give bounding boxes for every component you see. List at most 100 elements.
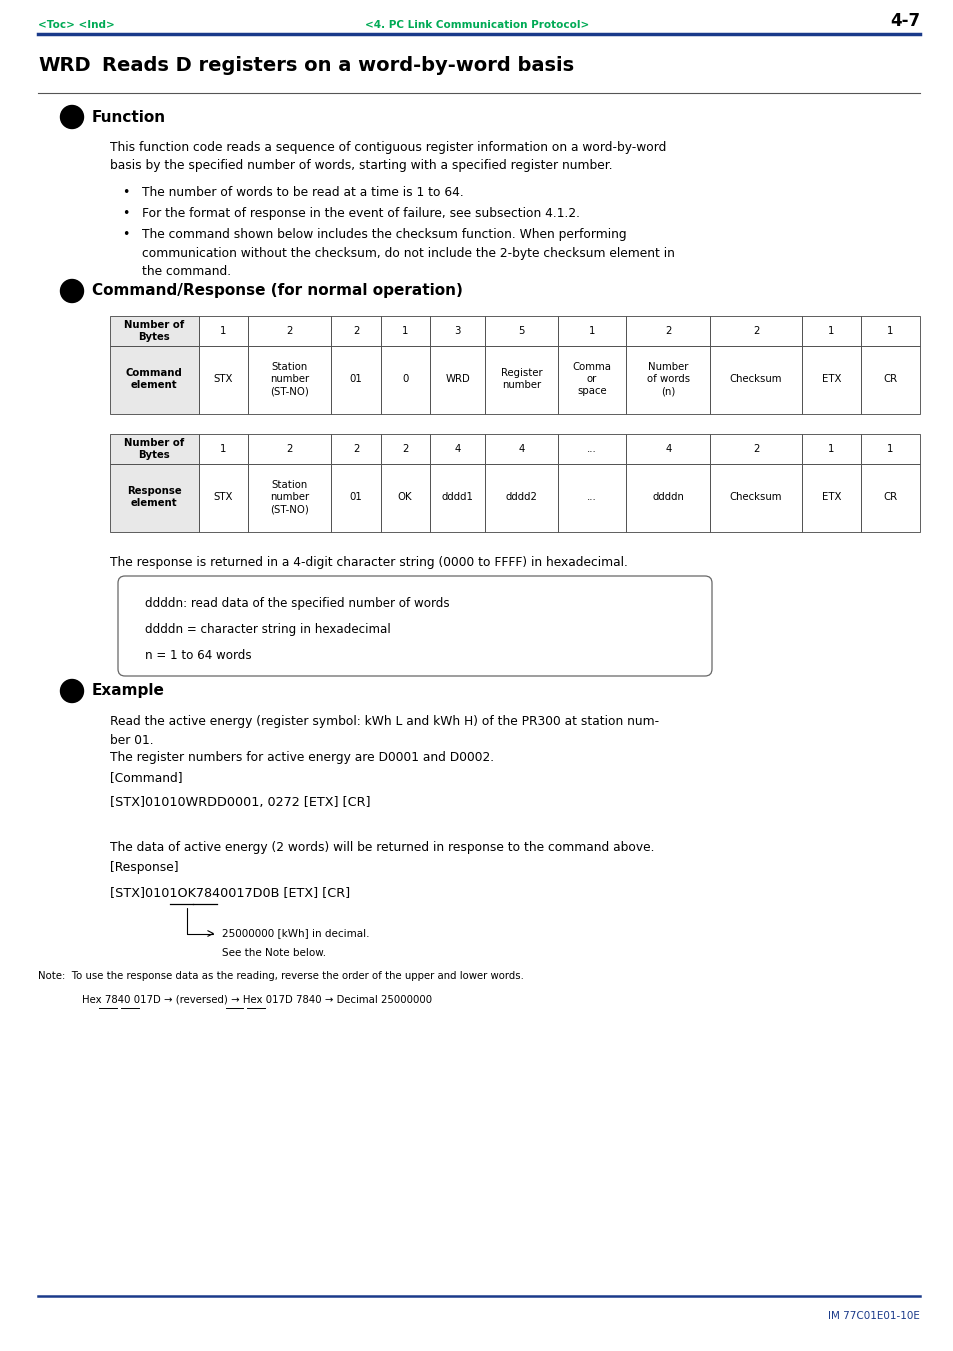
Text: 2: 2	[353, 443, 358, 454]
Bar	[801, 316, 860, 346]
Bar	[429, 346, 485, 413]
Text: WRD: WRD	[445, 374, 470, 385]
Bar	[198, 434, 248, 463]
Circle shape	[60, 280, 84, 303]
Text: Number of
Bytes: Number of Bytes	[124, 438, 184, 459]
Bar	[248, 434, 331, 463]
Bar	[380, 463, 429, 531]
Text: For the format of response in the event of failure, see subsection 4.1.2.: For the format of response in the event …	[142, 207, 579, 220]
Text: 4: 4	[664, 443, 671, 454]
Bar	[558, 463, 626, 531]
Bar	[709, 346, 801, 413]
Text: •: •	[122, 207, 130, 220]
Bar	[558, 346, 626, 413]
Text: 2: 2	[752, 443, 759, 454]
Text: This function code reads a sequence of contiguous register information on a word: This function code reads a sequence of c…	[110, 141, 666, 173]
Text: The command shown below includes the checksum function. When performing
communic: The command shown below includes the che…	[142, 228, 674, 278]
Circle shape	[60, 105, 84, 128]
Text: 2: 2	[286, 326, 293, 336]
Text: WRD: WRD	[38, 55, 91, 76]
Bar	[860, 463, 919, 531]
Bar	[198, 346, 248, 413]
Text: 4: 4	[517, 443, 524, 454]
Bar	[860, 316, 919, 346]
Text: 1: 1	[220, 326, 226, 336]
Circle shape	[60, 680, 84, 703]
Text: ddddn: ddddn	[652, 493, 683, 503]
Text: [Response]: [Response]	[110, 861, 178, 874]
Bar	[429, 434, 485, 463]
Text: 4: 4	[454, 443, 460, 454]
Bar	[331, 316, 380, 346]
Text: Example: Example	[91, 684, 165, 698]
Text: Note:  To use the response data as the reading, reverse the order of the upper a: Note: To use the response data as the re…	[38, 971, 523, 981]
Bar	[485, 434, 558, 463]
Text: 1: 1	[588, 326, 595, 336]
Bar	[626, 316, 709, 346]
Text: 2: 2	[401, 443, 408, 454]
Bar	[380, 434, 429, 463]
Bar	[709, 434, 801, 463]
Bar	[110, 434, 198, 463]
Bar	[198, 316, 248, 346]
Text: Checksum: Checksum	[729, 493, 781, 503]
Bar	[110, 463, 198, 531]
Text: 1: 1	[827, 443, 834, 454]
Text: Reads D registers on a word-by-word basis: Reads D registers on a word-by-word basi…	[102, 55, 574, 76]
Text: Response
element: Response element	[127, 486, 181, 508]
Text: 01: 01	[349, 374, 362, 385]
Bar	[110, 316, 198, 346]
FancyBboxPatch shape	[118, 576, 711, 676]
Text: ...: ...	[587, 443, 597, 454]
Text: 1: 1	[827, 326, 834, 336]
Text: Command/Response (for normal operation): Command/Response (for normal operation)	[91, 284, 462, 299]
Bar	[110, 346, 198, 413]
Text: 1: 1	[401, 326, 408, 336]
Bar	[626, 346, 709, 413]
Text: 2: 2	[353, 326, 358, 336]
Text: 2: 2	[664, 326, 671, 336]
Text: The register numbers for active energy are D0001 and D0002.: The register numbers for active energy a…	[110, 751, 494, 765]
Bar	[485, 316, 558, 346]
Text: The response is returned in a 4-digit character string (0000 to FFFF) in hexadec: The response is returned in a 4-digit ch…	[110, 557, 627, 569]
Bar	[860, 434, 919, 463]
Bar	[801, 434, 860, 463]
Text: 1: 1	[220, 443, 226, 454]
Text: ddddn: read data of the specified number of words: ddddn: read data of the specified number…	[145, 597, 449, 611]
Bar	[485, 346, 558, 413]
Text: 01: 01	[349, 493, 362, 503]
Text: ddddn = character string in hexadecimal: ddddn = character string in hexadecimal	[145, 623, 391, 636]
Text: IM 77C01E01-10E: IM 77C01E01-10E	[827, 1310, 919, 1321]
Text: 3: 3	[454, 326, 460, 336]
Bar	[248, 346, 331, 413]
Text: CR: CR	[882, 493, 897, 503]
Text: [Command]: [Command]	[110, 771, 182, 784]
Bar	[331, 434, 380, 463]
Bar	[626, 463, 709, 531]
Text: <4. PC Link Communication Protocol>: <4. PC Link Communication Protocol>	[364, 20, 589, 30]
Text: ETX: ETX	[821, 493, 841, 503]
Text: dddd2: dddd2	[505, 493, 537, 503]
Text: n = 1 to 64 words: n = 1 to 64 words	[145, 648, 252, 662]
Bar	[709, 316, 801, 346]
Bar	[485, 463, 558, 531]
Text: 1: 1	[886, 326, 893, 336]
Text: 2: 2	[286, 443, 293, 454]
Text: 0: 0	[401, 374, 408, 385]
Bar	[331, 463, 380, 531]
Text: 1: 1	[886, 443, 893, 454]
Text: 5: 5	[517, 326, 524, 336]
Text: Number of
Bytes: Number of Bytes	[124, 320, 184, 342]
Bar	[860, 346, 919, 413]
Text: STX: STX	[213, 374, 233, 385]
Bar	[429, 463, 485, 531]
Text: Number
of words
(n): Number of words (n)	[646, 362, 689, 396]
Text: ETX: ETX	[821, 374, 841, 385]
Text: [STX]0101OK7840017D0B [ETX] [CR]: [STX]0101OK7840017D0B [ETX] [CR]	[110, 886, 350, 898]
Bar	[380, 346, 429, 413]
Text: See the Note below.: See the Note below.	[222, 948, 326, 958]
Text: The number of words to be read at a time is 1 to 64.: The number of words to be read at a time…	[142, 186, 463, 199]
Text: 4-7: 4-7	[889, 12, 919, 30]
Text: [STX]01010WRDD0001, 0272 [ETX] [CR]: [STX]01010WRDD0001, 0272 [ETX] [CR]	[110, 796, 370, 809]
Text: <Toc> <Ind>: <Toc> <Ind>	[38, 20, 114, 30]
